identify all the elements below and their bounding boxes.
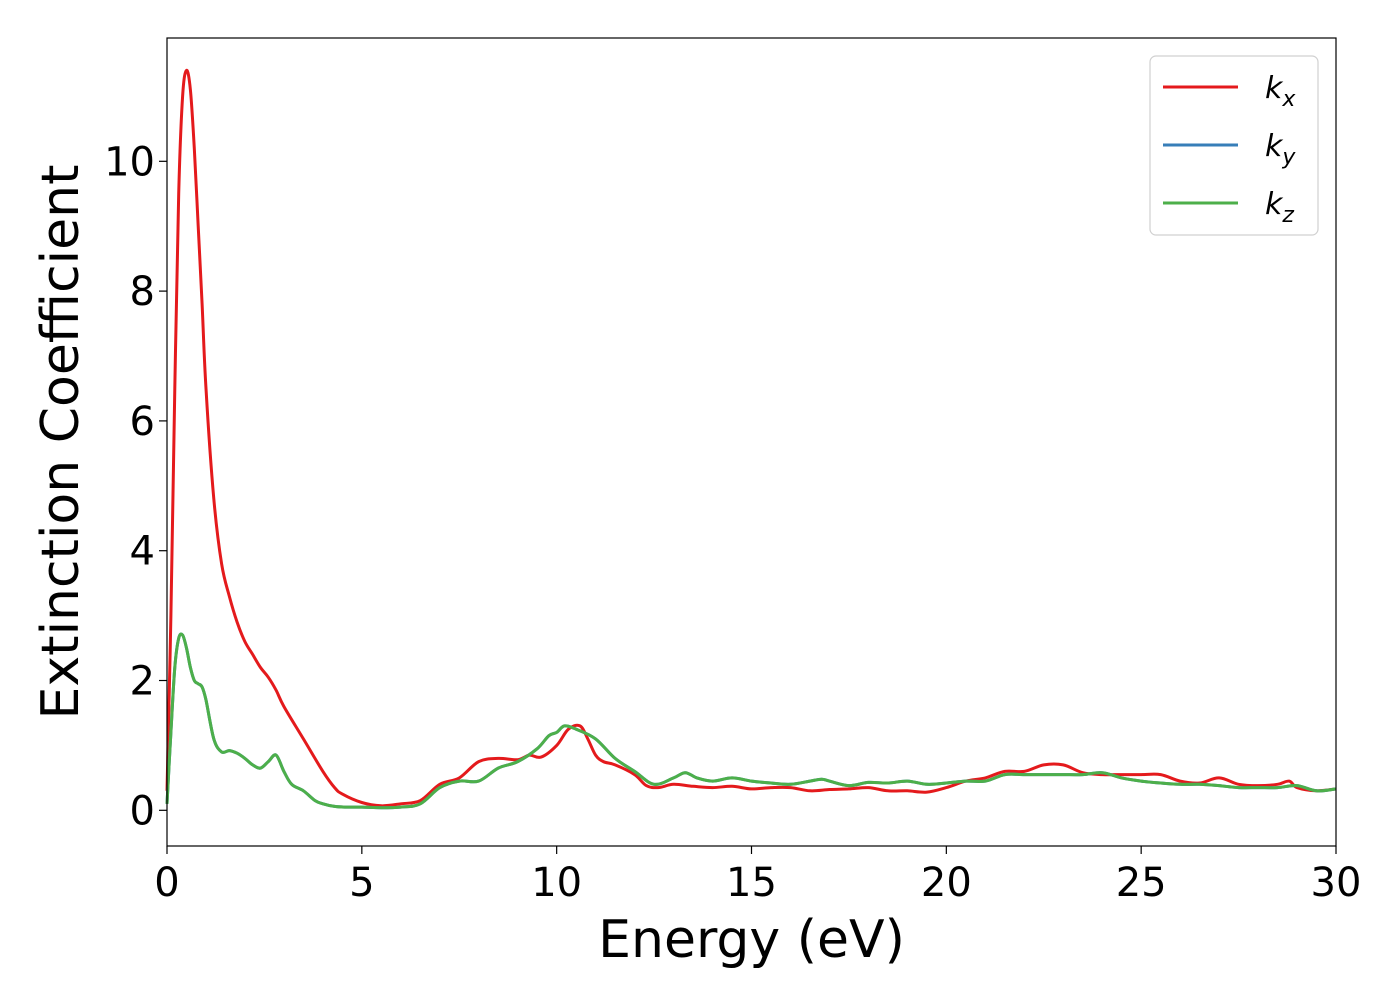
y-tick-label: 0 bbox=[130, 788, 155, 834]
plot-lines bbox=[165, 68, 1337, 810]
y-axis-ticks: 0 2 4 6 8 10 bbox=[104, 139, 167, 834]
x-tick-label: 10 bbox=[531, 860, 582, 906]
plot-frame bbox=[166, 37, 1337, 847]
y-tick-label: 10 bbox=[104, 139, 155, 185]
y-tick-label: 8 bbox=[130, 269, 155, 315]
y-tick-label: 2 bbox=[130, 659, 155, 705]
x-axis-ticks: 0 5 10 15 20 25 30 bbox=[154, 846, 1361, 906]
legend: kx ky kz bbox=[1149, 55, 1319, 236]
legend-label-z: kz bbox=[1265, 187, 1294, 228]
legend-label-x: kx bbox=[1265, 71, 1296, 112]
y-axis-title: Extinction Coefficient bbox=[31, 165, 91, 720]
y-tick-label: 6 bbox=[130, 399, 155, 445]
x-tick-label: 0 bbox=[154, 860, 179, 906]
x-axis-title: Energy (eV) bbox=[598, 910, 905, 970]
legend-label-y: ky bbox=[1265, 129, 1296, 170]
series-line-z bbox=[165, 632, 1337, 810]
y-tick-label: 4 bbox=[130, 529, 155, 575]
x-tick-label: 20 bbox=[921, 860, 972, 906]
series-line-x bbox=[165, 68, 1337, 808]
x-tick-label: 15 bbox=[726, 860, 777, 906]
x-tick-label: 30 bbox=[1311, 860, 1362, 906]
x-tick-label: 5 bbox=[349, 860, 374, 906]
x-tick-label: 25 bbox=[1116, 860, 1167, 906]
